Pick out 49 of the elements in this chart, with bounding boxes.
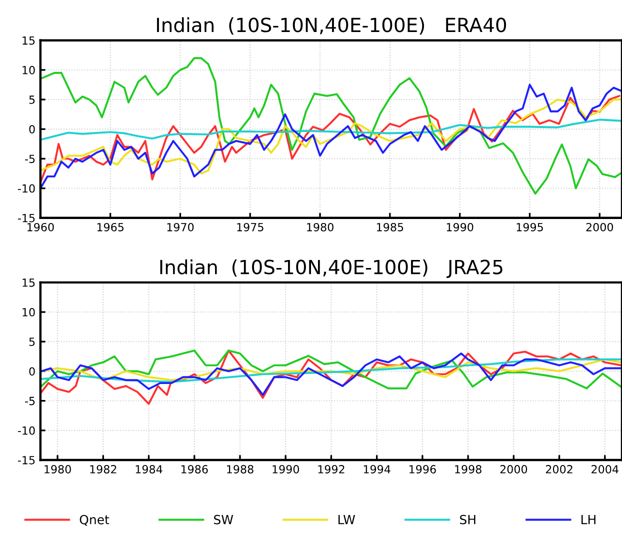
x-tick-label: 1990 — [272, 465, 299, 474]
line-series — [40, 350, 622, 390]
y-tick-label: -5 — [25, 154, 35, 164]
y-tick-label: -10 — [18, 426, 35, 435]
x-tick-label: 1985 — [377, 222, 404, 232]
y-tick-label: 0 — [29, 367, 35, 376]
y-tick-label: 5 — [29, 338, 35, 346]
x-tick-label: 1996 — [410, 465, 436, 474]
x-tick-label: 1982 — [90, 465, 116, 474]
x-tick-label: 1975 — [237, 222, 264, 232]
x-tick-label: 1988 — [227, 465, 254, 474]
y-tick-label: 5 — [29, 96, 35, 104]
line-series — [40, 84, 622, 190]
x-tick-label: 1960 — [28, 222, 54, 232]
x-tick-label: 1984 — [136, 465, 162, 474]
x-tick-label: 2004 — [592, 465, 618, 474]
x-tick-label: 1998 — [455, 465, 482, 474]
chart-title: Indian (10S-10N,40E-100E) JRA25 — [160, 259, 502, 278]
x-tick-label: 1965 — [97, 222, 124, 232]
x-tick-label: 1992 — [318, 465, 344, 474]
legend-label: SH — [460, 514, 476, 524]
y-tick-label: -10 — [18, 184, 35, 193]
y-tick-label: 10 — [22, 308, 35, 316]
line-series — [40, 57, 622, 195]
x-tick-label: 2000 — [586, 222, 614, 232]
legend-label: LW — [338, 515, 356, 524]
y-tick-label: 10 — [22, 66, 35, 74]
y-tick-label: 15 — [22, 278, 35, 287]
chart-title: Indian (10S-10N,40E-100E) ERA40 — [157, 17, 506, 35]
x-tick-label: 1980 — [44, 465, 71, 474]
x-tick-label: 2002 — [546, 465, 572, 474]
line-series — [40, 118, 622, 141]
y-tick-label: -15 — [18, 456, 35, 464]
x-tick-label: 1970 — [167, 222, 194, 232]
x-tick-label: 2000 — [500, 465, 528, 474]
line-series — [40, 350, 622, 405]
x-tick-label: 1980 — [307, 222, 334, 232]
x-tick-label: 1986 — [181, 465, 208, 474]
line-series — [40, 352, 622, 396]
y-tick-label: -5 — [25, 396, 35, 406]
x-tick-label: 1994 — [364, 465, 390, 474]
y-tick-label: -15 — [18, 214, 35, 222]
y-tick-label: 0 — [29, 125, 35, 134]
x-tick-label: 1990 — [446, 222, 474, 232]
x-tick-label: 1995 — [516, 222, 543, 232]
legend-label: LH — [582, 515, 596, 524]
y-tick-label: 15 — [22, 36, 35, 45]
legend-label: Qnet — [80, 514, 110, 526]
legend-label: SW — [214, 514, 234, 524]
